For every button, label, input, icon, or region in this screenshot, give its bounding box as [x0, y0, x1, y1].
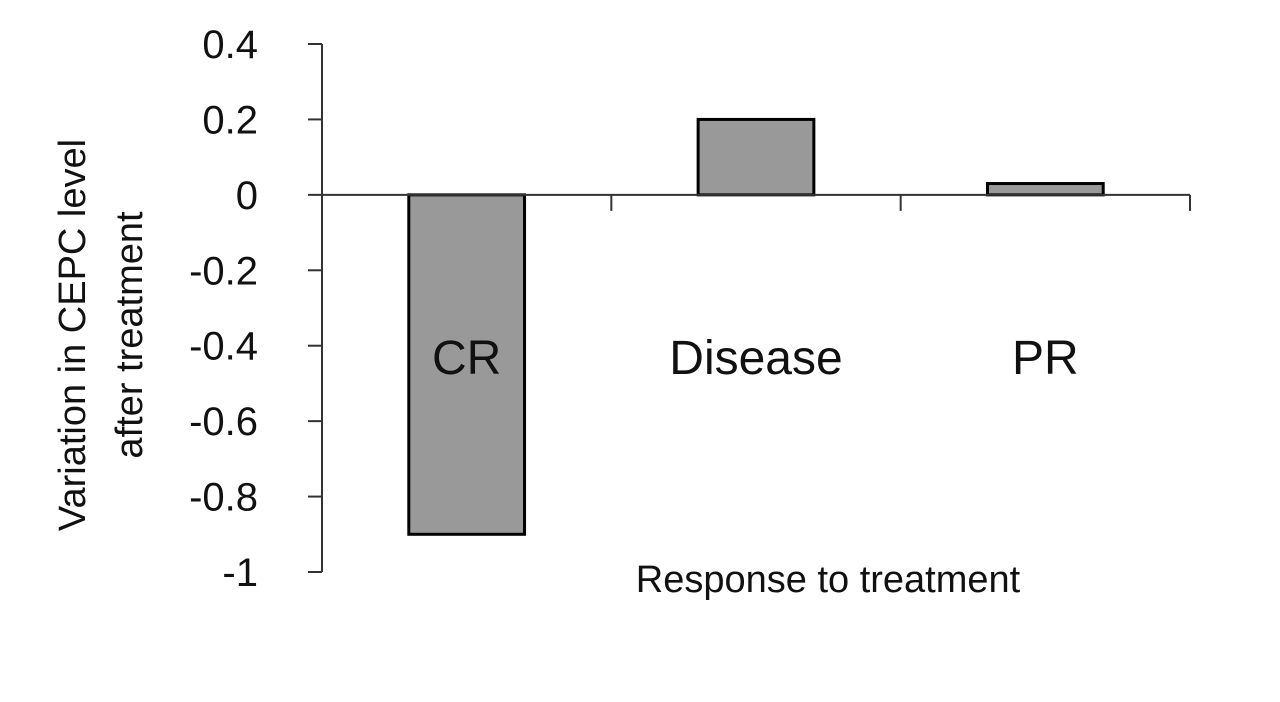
bar-cr [407, 193, 527, 536]
bar-disease [696, 117, 816, 197]
y-tick-label: -0.2 [189, 249, 258, 293]
y-tick-label: -0.8 [189, 476, 258, 520]
y-tick-label: 0 [236, 174, 258, 218]
axes [308, 43, 1191, 573]
y-tick-label: -1 [222, 551, 258, 595]
y-axis-title-line-1: Variation in CEPC level [52, 139, 94, 531]
y-axis-title-line-2: after treatment [109, 211, 151, 459]
bar-pr [985, 182, 1105, 197]
bars [407, 117, 1105, 536]
category-label: CR [432, 332, 501, 385]
y-tick-label: -0.6 [189, 400, 258, 444]
category-label: Disease [669, 332, 842, 385]
x-axis-title: Response to treatment [636, 559, 1021, 601]
category-label: PR [1012, 332, 1079, 385]
category-labels: CR Disease PR [432, 332, 1079, 385]
y-tick-label: 0.2 [202, 98, 258, 142]
y-tick-label: 0.4 [202, 23, 258, 67]
y-tick-label: -0.4 [189, 325, 258, 369]
y-tick-labels: 0.4 0.2 0 -0.2 -0.4 -0.6 -0.8 -1 [189, 23, 258, 595]
